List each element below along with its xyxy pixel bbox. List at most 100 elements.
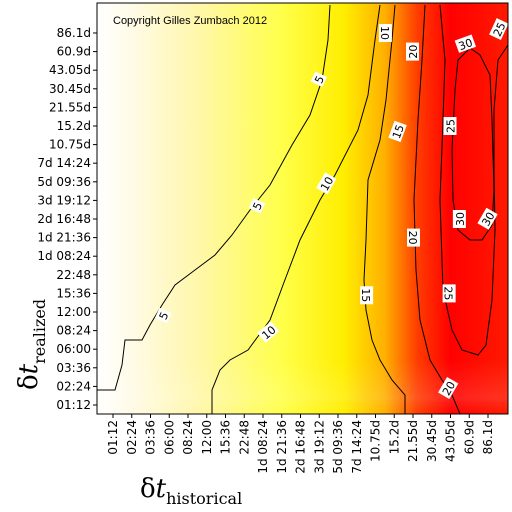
contour-label-bg (407, 228, 420, 247)
svg-text:δthistorical: δthistorical (140, 474, 242, 508)
contour-line-25 (439, 4, 508, 356)
x-tick-label: 1d 08:24 (256, 420, 270, 474)
y-tick-label: 21.55d (49, 100, 91, 114)
y-tick-label: 06:00 (56, 342, 91, 356)
x-axis-label: δthistorical (140, 474, 242, 508)
contour-label-text: 25 (442, 286, 455, 300)
contour-label-text: 5 (250, 200, 265, 212)
contour-label-text: 10 (318, 175, 336, 194)
x-tick-label: 60.9d (462, 420, 476, 454)
svg-text:δtrealized: δtrealized (14, 299, 49, 390)
contour-label-bg (388, 120, 407, 143)
x-tick-label: 10.75d (369, 420, 383, 462)
y-tick-label: 7d 14:24 (37, 156, 91, 170)
contour-label-text: 5 (157, 310, 172, 322)
x-tick-label: 08:24 (181, 420, 195, 455)
heatmap-bottom-shade (97, 360, 508, 414)
x-tick-label: 5d 09:36 (331, 420, 345, 474)
y-tick-label: 2d 16:48 (37, 212, 91, 226)
y-tick-label: 5d 09:36 (37, 175, 91, 189)
contour-label: 20 (406, 42, 420, 61)
plot-frame (96, 2, 509, 415)
contour-label: 20 (406, 228, 420, 247)
contour-label: 5 (310, 71, 328, 88)
contour-label: 15 (388, 120, 407, 143)
y-tick-label: 60.9d (57, 45, 91, 59)
contour-line-30 (451, 47, 495, 241)
contour-label-bg (454, 34, 477, 53)
contour-label-bg (477, 207, 498, 230)
x-tick-label: 2d 16:48 (294, 420, 308, 474)
x-axis-label-symbol: δ (140, 474, 156, 504)
contour-label: 30 (454, 34, 477, 53)
contour-label: 15 (359, 286, 374, 305)
x-tick-label: 15.2d (387, 420, 401, 454)
x-axis-label-sub: historical (166, 489, 242, 508)
contour-label-bg (443, 117, 457, 135)
y-tick-label: 03:36 (56, 361, 91, 375)
x-tick-label: 30.45d (425, 420, 439, 462)
contour-label-bg (452, 210, 466, 228)
x-tick-label: 15:36 (219, 420, 233, 455)
contour-label: 25 (489, 18, 509, 40)
y-tick-label: 08:24 (56, 324, 91, 338)
contour-label-text: 30 (457, 36, 475, 53)
contour-label: 30 (452, 210, 467, 228)
contour-label-bg (154, 307, 172, 324)
contour-label-bg (406, 42, 419, 61)
x-tick-label: 43.05d (444, 420, 458, 462)
y-tick-label: 43.05d (49, 63, 91, 77)
contour-label-bg (442, 284, 456, 303)
x-tick-label: 1d 21:36 (275, 420, 289, 474)
y-tick-label: 86.1d (57, 26, 91, 40)
contour-label: 25 (443, 117, 458, 135)
contour-label-bg (316, 172, 337, 195)
contour-line-10 (211, 4, 381, 414)
x-axis-ticks: 01:12 02:24 03:36 06:00 08:24 12:00 15:36 22:48… (106, 414, 495, 474)
y-tick-label: 10.75d (49, 138, 91, 152)
y-axis-label-symbol: δ (14, 374, 44, 390)
x-tick-label: 12:00 (200, 420, 214, 455)
y-axis-label: δtrealized (14, 299, 49, 390)
contour-line-5 (97, 4, 331, 391)
y-tick-label: 1d 21:36 (37, 231, 91, 245)
x-axis-label-var: t (156, 474, 167, 504)
contour-label-text: 10 (378, 26, 391, 40)
x-tick-label: 02:24 (125, 420, 139, 455)
contour-label: 25 (442, 284, 456, 303)
contour-label: 5 (154, 307, 172, 324)
x-tick-label: 22:48 (237, 420, 251, 455)
y-tick-label: 15:36 (56, 286, 91, 300)
contour-label: 10 (316, 172, 337, 195)
contour-label-text: 30 (454, 212, 467, 226)
contour-label-text: 5 (312, 74, 327, 86)
y-tick-label: 01:12 (56, 398, 91, 412)
contour-label-bg (310, 71, 328, 88)
contour-label-text: 15 (359, 288, 372, 302)
heatmap-field (97, 3, 508, 414)
x-tick-label: 21.55d (406, 420, 420, 462)
contour-label-bg (438, 376, 459, 400)
y-tick-label: 22:48 (56, 268, 91, 282)
y-tick-label: 1d 08:24 (37, 249, 91, 263)
contour-label: 20 (438, 376, 459, 400)
contour-label: 30 (477, 207, 498, 230)
copyright-text: Copyright Gilles Zumbach 2012 (113, 15, 267, 27)
contour-label-bg (257, 321, 280, 343)
y-tick-label: 12:00 (56, 305, 91, 319)
x-tick-label: 03:36 (144, 420, 158, 455)
y-tick-label: 3d 19:12 (37, 193, 91, 207)
contour-label-text: 30 (479, 210, 497, 229)
contour-label-text: 20 (407, 45, 420, 59)
x-tick-label: 06:00 (162, 420, 176, 455)
x-tick-label: 7d 14:24 (350, 420, 364, 474)
x-tick-label: 01:12 (106, 420, 120, 455)
y-tick-label: 02:24 (56, 379, 91, 393)
y-axis-label-sub: realized (30, 299, 49, 364)
x-tick-label: 86.1d (481, 420, 495, 454)
contour-label: 5 (248, 198, 265, 214)
contour-label-text: 25 (445, 119, 458, 133)
